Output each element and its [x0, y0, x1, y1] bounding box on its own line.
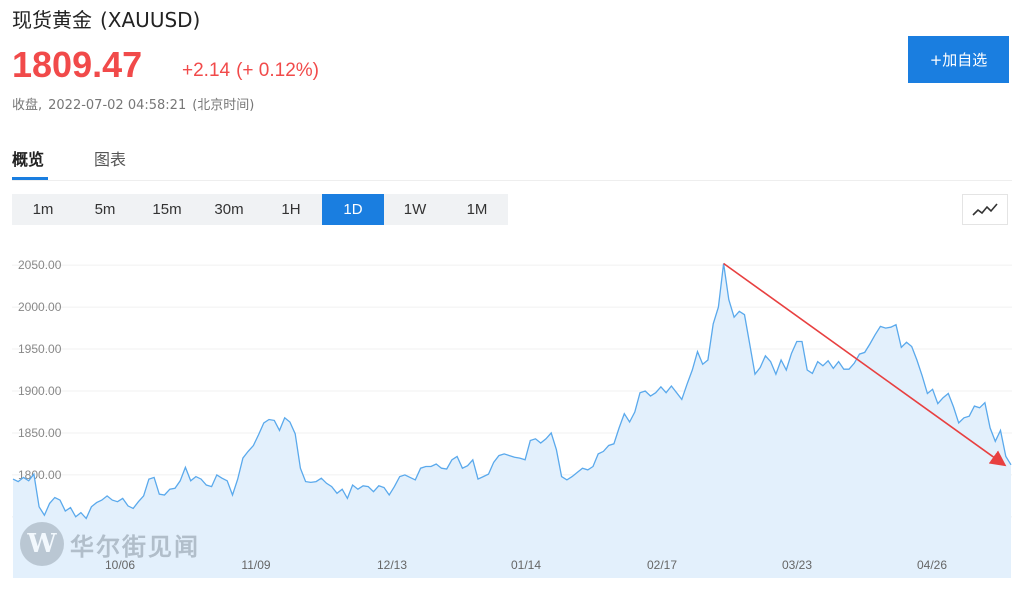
- tab-bar: 概览 图表: [12, 140, 1012, 181]
- price-change: +2.14 (+ 0.12%): [182, 60, 319, 82]
- interval-1d[interactable]: 1D: [322, 194, 384, 225]
- y-tick-label: 2050.00: [18, 258, 62, 272]
- x-tick-label: 02/17: [647, 558, 677, 572]
- change-value: +2.14: [182, 60, 231, 81]
- trend-arrow: [723, 262, 1007, 467]
- y-tick-label: 1900.00: [18, 384, 62, 398]
- interval-selector: 1m 5m 15m 30m 1H 1D 1W 1M: [12, 194, 508, 225]
- x-tick-label: 11/09: [241, 558, 270, 572]
- x-tick-label: 12/13: [377, 558, 407, 572]
- x-tick-label: 01/14: [511, 558, 541, 572]
- interval-1h[interactable]: 1H: [281, 201, 301, 218]
- y-tick-label: 1800.00: [18, 468, 62, 482]
- price-line: [12, 263, 1012, 520]
- interval-5m[interactable]: 5m: [94, 201, 116, 218]
- status-timestamp: 2022-07-02 04:58:21: [48, 98, 187, 113]
- line-chart-icon: [972, 202, 998, 216]
- instrument-symbol: (XAUUSD): [100, 8, 201, 32]
- price-area: [13, 263, 1011, 578]
- interval-1mo[interactable]: 1M: [466, 201, 488, 218]
- interval-30m[interactable]: 30m: [214, 201, 244, 218]
- active-tab-indicator: [12, 177, 48, 180]
- x-tick-label: 10/06: [105, 558, 135, 572]
- watermark: W 华尔街见闻: [20, 522, 200, 566]
- price-chart-svg: 1750.001800.001850.001900.001950.002000.…: [12, 240, 1012, 580]
- watermark-text: 华尔街见闻: [70, 531, 200, 561]
- x-tick-label: 03/23: [782, 558, 812, 572]
- status-timezone: (北京时间): [192, 98, 255, 113]
- interval-1w[interactable]: 1W: [403, 201, 427, 218]
- add-to-watchlist-button[interactable]: +加自选: [908, 36, 1009, 83]
- interval-1m[interactable]: 1m: [32, 201, 54, 218]
- chart-type-button[interactable]: [962, 194, 1008, 225]
- watermark-logo: W: [20, 522, 64, 566]
- y-tick-label: 1850.00: [18, 426, 62, 440]
- x-tick-label: 04/26: [917, 558, 947, 572]
- interval-15m[interactable]: 15m: [152, 201, 182, 218]
- change-percent: (+ 0.12%): [236, 60, 319, 81]
- y-tick-label: 1950.00: [18, 342, 62, 356]
- price-chart[interactable]: 1750.001800.001850.001900.001950.002000.…: [12, 240, 1012, 580]
- market-status: 收盘, 2022-07-02 04:58:21 (北京时间): [12, 94, 254, 113]
- instrument-name: 现货黄金: [12, 8, 92, 32]
- y-tick-label: 2000.00: [18, 300, 62, 314]
- page-title: 现货黄金 (XAUUSD): [12, 4, 200, 33]
- status-label: 收盘,: [12, 98, 43, 113]
- tab-chart[interactable]: 图表: [94, 150, 127, 169]
- tab-overview[interactable]: 概览: [12, 150, 45, 169]
- current-price: 1809.47: [12, 44, 143, 85]
